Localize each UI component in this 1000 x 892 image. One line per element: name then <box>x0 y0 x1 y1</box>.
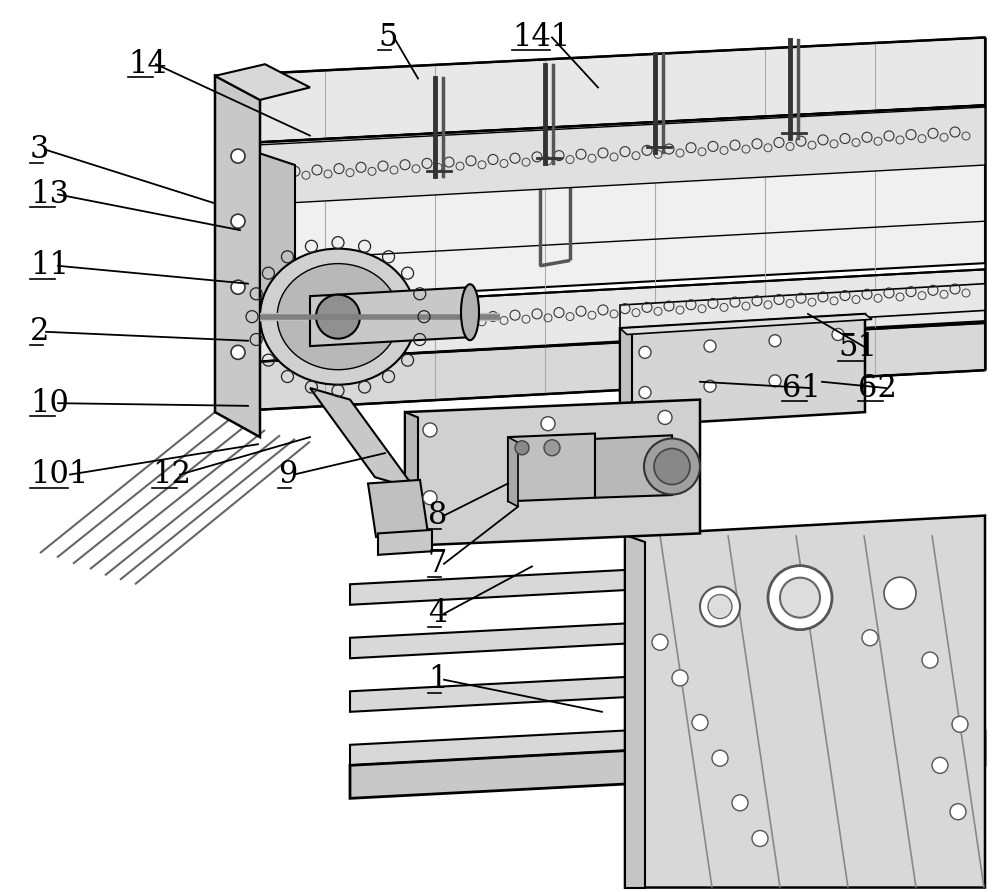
Polygon shape <box>350 731 985 798</box>
Circle shape <box>231 280 245 294</box>
Polygon shape <box>215 37 985 145</box>
Circle shape <box>932 757 948 773</box>
Circle shape <box>832 328 844 341</box>
Circle shape <box>780 578 820 617</box>
Text: 12: 12 <box>152 459 191 490</box>
Circle shape <box>692 714 708 731</box>
Polygon shape <box>215 323 985 412</box>
Circle shape <box>644 439 700 494</box>
Text: 7: 7 <box>428 549 447 579</box>
Polygon shape <box>215 107 985 207</box>
Polygon shape <box>350 712 985 765</box>
Circle shape <box>708 595 732 618</box>
Circle shape <box>672 670 688 686</box>
Text: 101: 101 <box>30 459 88 490</box>
Polygon shape <box>378 530 432 555</box>
Circle shape <box>231 345 245 359</box>
Circle shape <box>639 386 651 399</box>
Circle shape <box>884 577 916 609</box>
Ellipse shape <box>260 249 416 384</box>
Polygon shape <box>310 388 415 489</box>
Polygon shape <box>215 105 985 196</box>
Text: 5: 5 <box>378 22 398 53</box>
Polygon shape <box>508 434 595 501</box>
Polygon shape <box>350 658 985 712</box>
Circle shape <box>515 441 529 455</box>
Polygon shape <box>215 269 985 364</box>
Circle shape <box>541 485 555 500</box>
Text: 61: 61 <box>782 373 821 403</box>
Text: 1: 1 <box>428 665 448 695</box>
Circle shape <box>768 566 832 630</box>
Text: 8: 8 <box>428 500 447 531</box>
Polygon shape <box>215 76 260 437</box>
Circle shape <box>639 346 651 359</box>
Circle shape <box>658 479 672 493</box>
Circle shape <box>769 375 781 387</box>
Polygon shape <box>595 435 672 498</box>
Circle shape <box>231 214 245 228</box>
Polygon shape <box>310 287 470 346</box>
Polygon shape <box>625 535 645 888</box>
Text: 4: 4 <box>428 599 447 629</box>
Text: 2: 2 <box>30 317 50 347</box>
Polygon shape <box>350 605 985 658</box>
Polygon shape <box>405 412 418 551</box>
Polygon shape <box>620 314 872 334</box>
Circle shape <box>950 804 966 820</box>
Circle shape <box>704 340 716 352</box>
Text: 13: 13 <box>30 179 69 210</box>
Circle shape <box>541 417 555 431</box>
Circle shape <box>544 440 560 456</box>
Text: 141: 141 <box>512 22 570 53</box>
Circle shape <box>712 750 728 766</box>
Polygon shape <box>620 328 632 432</box>
Circle shape <box>732 795 748 811</box>
Text: 9: 9 <box>278 459 297 490</box>
Text: 11: 11 <box>30 251 69 281</box>
Polygon shape <box>508 437 518 507</box>
Circle shape <box>652 634 668 650</box>
Polygon shape <box>368 480 428 537</box>
Text: 14: 14 <box>128 49 167 79</box>
Circle shape <box>316 294 360 339</box>
Ellipse shape <box>461 285 479 340</box>
Circle shape <box>862 630 878 646</box>
Polygon shape <box>350 551 985 605</box>
Circle shape <box>231 149 245 163</box>
Circle shape <box>658 410 672 425</box>
Polygon shape <box>620 284 985 332</box>
Text: 10: 10 <box>30 388 69 418</box>
Circle shape <box>752 830 768 847</box>
Circle shape <box>769 334 781 347</box>
Circle shape <box>922 652 938 668</box>
Circle shape <box>952 716 968 732</box>
Text: 51: 51 <box>838 333 877 363</box>
Ellipse shape <box>277 264 399 369</box>
Polygon shape <box>625 516 985 888</box>
Circle shape <box>704 380 716 392</box>
Polygon shape <box>215 161 985 305</box>
Text: 62: 62 <box>858 373 897 403</box>
Polygon shape <box>620 314 865 426</box>
Circle shape <box>654 449 690 484</box>
Polygon shape <box>405 400 700 546</box>
Circle shape <box>423 423 437 437</box>
Polygon shape <box>215 64 310 100</box>
Circle shape <box>700 587 740 626</box>
Circle shape <box>423 491 437 505</box>
Text: 3: 3 <box>30 135 50 165</box>
Polygon shape <box>260 153 295 310</box>
